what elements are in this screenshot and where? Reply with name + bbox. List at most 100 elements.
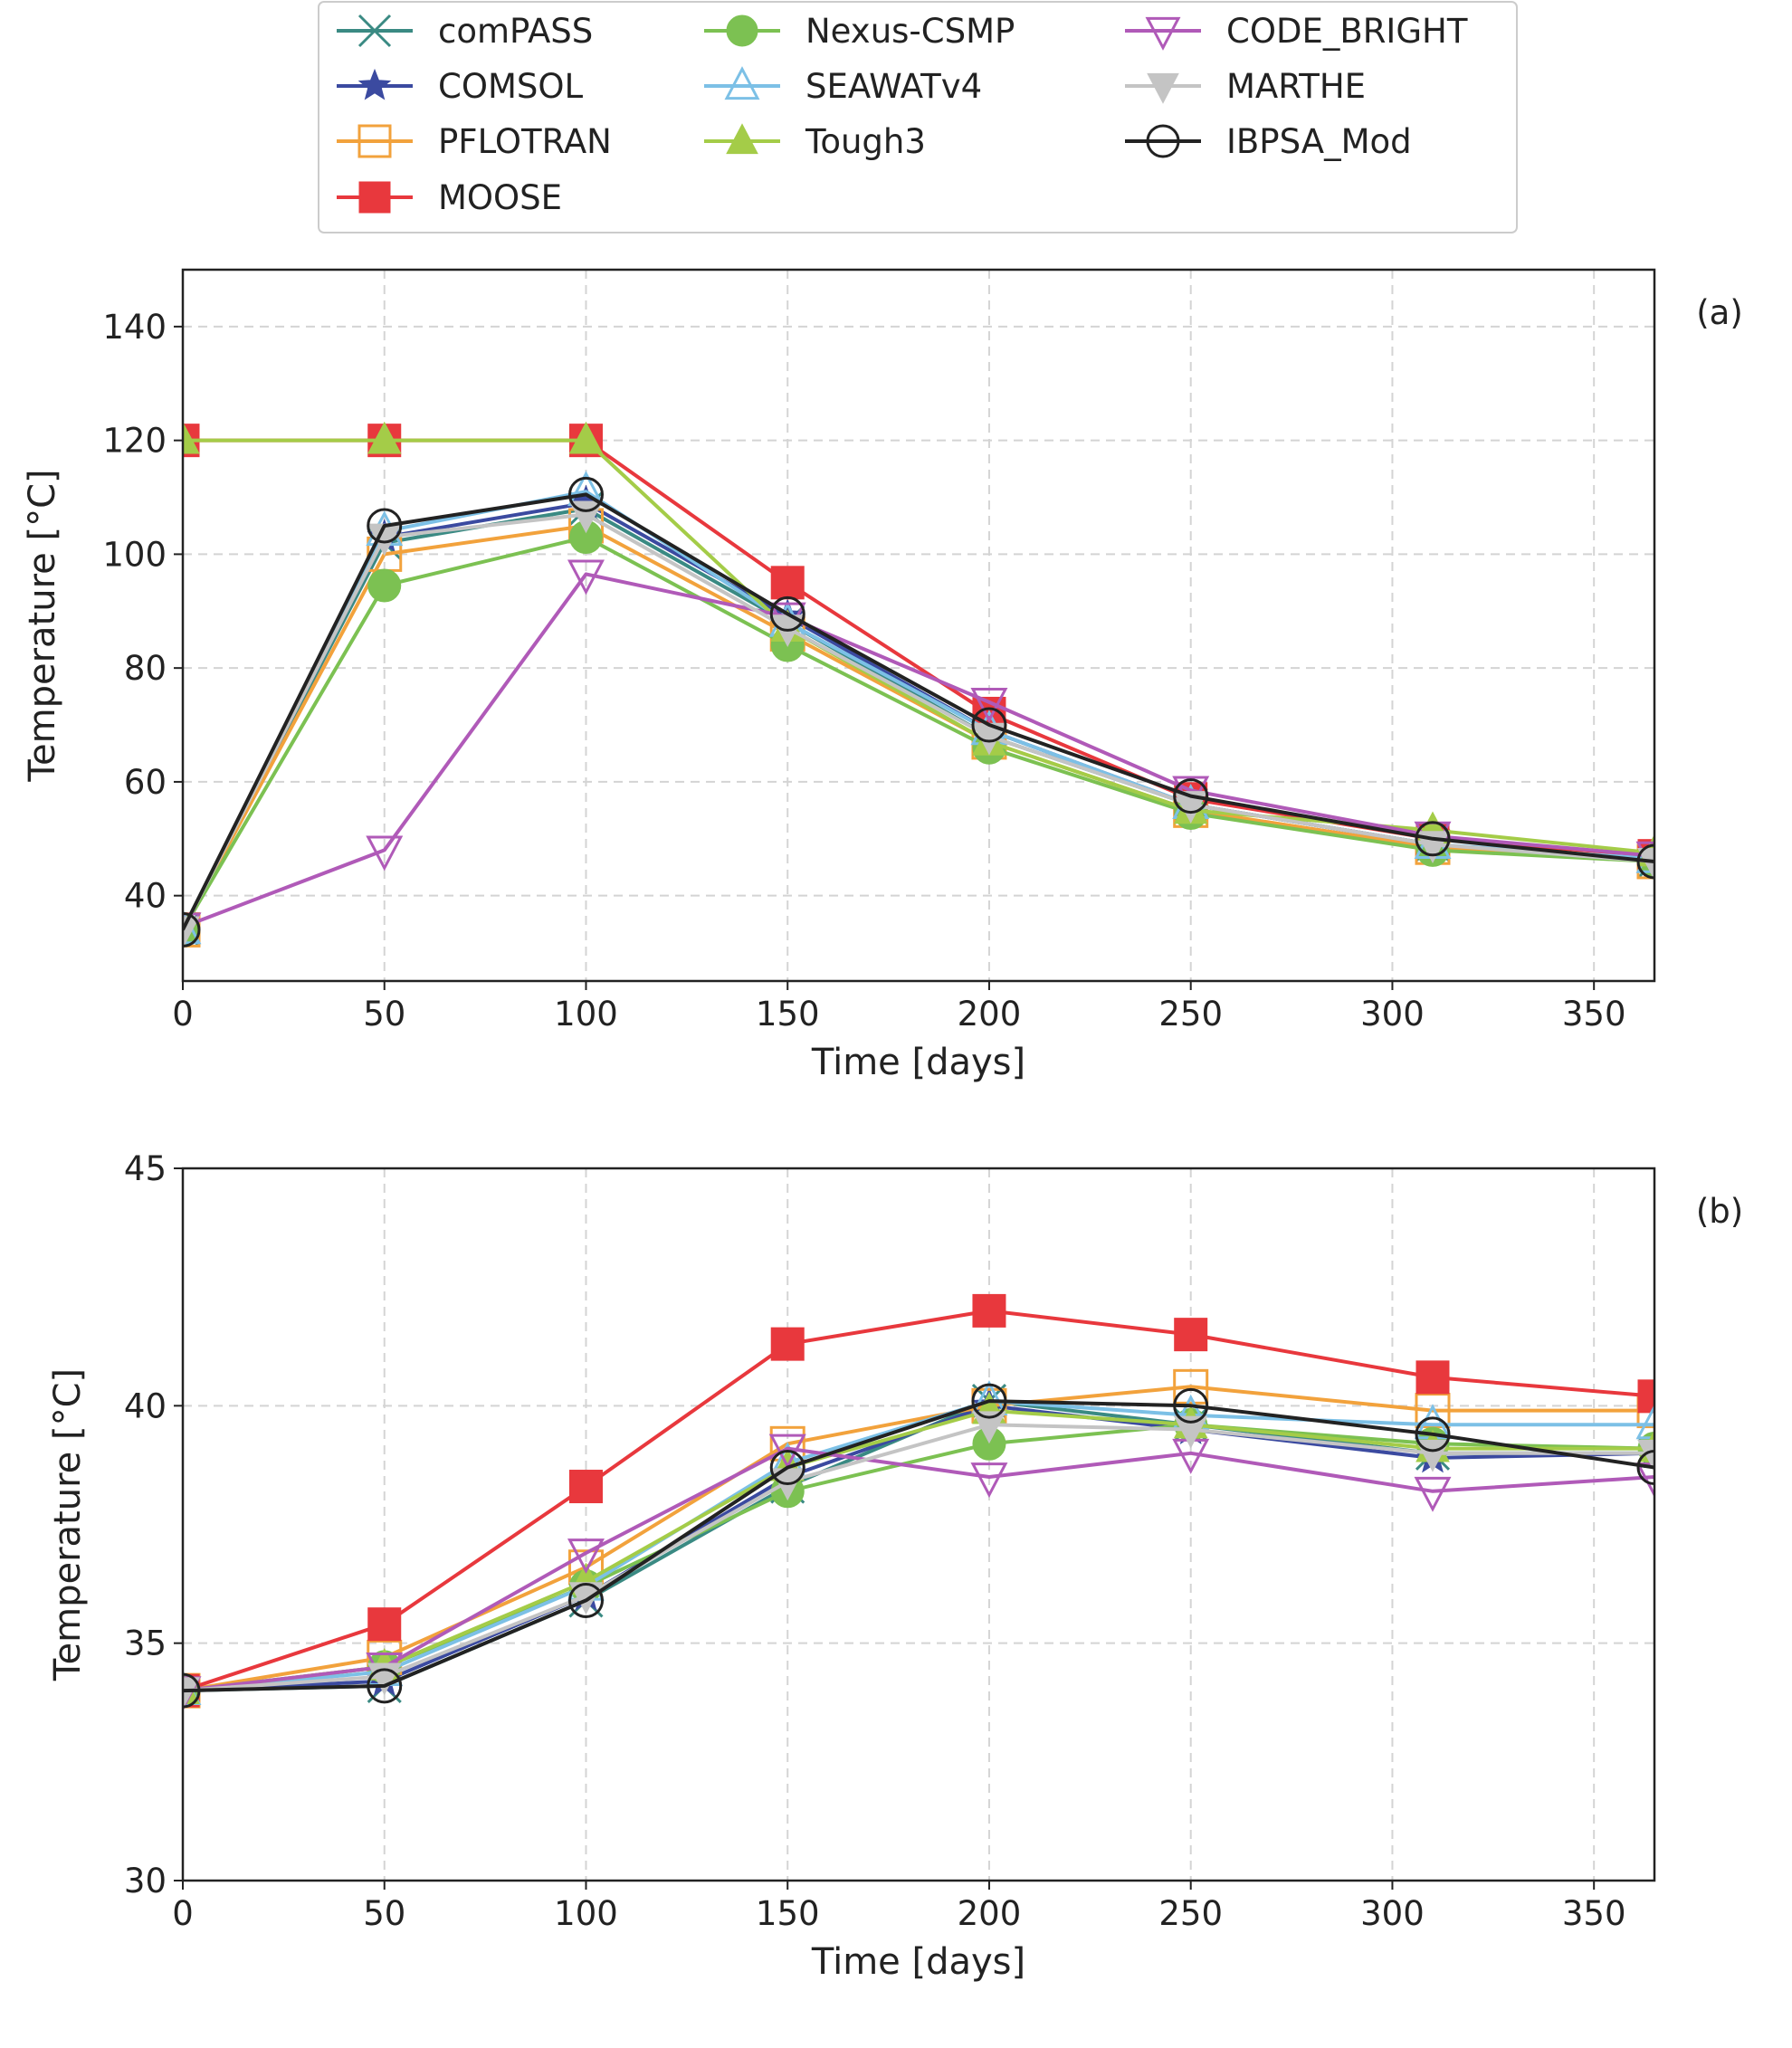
y-tick-label: 120 (102, 422, 167, 461)
legend-item-comsol: COMSOL (337, 67, 583, 106)
series-line-nexus-csmp (183, 535, 1654, 931)
y-tick-label: 60 (124, 763, 167, 802)
data-point-moose (770, 566, 805, 600)
legend-marker-icon (357, 68, 392, 100)
chart-panel-b: 0 50 100 150 200 250 300 350 30 35 40 45 Time [days]… (47, 1149, 1743, 1983)
data-point-marthe (1637, 1439, 1654, 1472)
legend-frame (318, 1, 1518, 233)
x-tick-label: 150 (756, 1894, 820, 1933)
x-tick-label: 100 (554, 1894, 618, 1933)
x-tick-label: 300 (1360, 995, 1425, 1034)
x-tick-label: 350 (1562, 995, 1626, 1034)
legend-marker-icon (1145, 16, 1181, 51)
x-tick-label: 250 (1158, 1894, 1223, 1933)
series-ibpsa-mod (183, 1383, 1654, 1709)
x-tick-label: 0 (172, 995, 194, 1034)
legend-label: comPASS (438, 12, 593, 51)
data-point-marthe (1173, 1415, 1208, 1449)
data-point-marthe (1173, 791, 1208, 824)
x-tick-label: 200 (958, 995, 1022, 1034)
series-group (183, 421, 1654, 949)
data-point-ibpsa-mod (567, 1582, 604, 1618)
data-point-ibpsa-mod (183, 1672, 201, 1709)
x-tick-label: 350 (1562, 1894, 1626, 1933)
data-point-moose (1637, 1379, 1654, 1414)
data-point-code-bright (567, 559, 605, 595)
legend-label: SEAWATv4 (805, 67, 982, 106)
x-tick-label: 250 (1158, 995, 1223, 1034)
legend-item-pflotran: PFLOTRAN (337, 122, 612, 161)
x-tick-label: 50 (363, 1894, 405, 1933)
data-point-pflotran (1173, 1368, 1209, 1405)
data-point-moose (972, 1293, 1006, 1328)
data-point-code-bright (970, 687, 1008, 723)
x-tick-label: 150 (756, 995, 820, 1034)
data-point-marthe (183, 1677, 200, 1710)
legend-item-tough3: Tough3 (704, 122, 926, 161)
x-tick-label: 50 (363, 995, 405, 1034)
x-tick-label: 100 (554, 995, 618, 1034)
legend-item-nexus-csmp: Nexus-CSMP (704, 12, 1015, 51)
legend-marker-icon (358, 181, 391, 214)
plot-frame (181, 1167, 1656, 1882)
series-ibpsa-mod (183, 476, 1654, 948)
legend-item-marthe: MARTHE (1125, 67, 1366, 106)
legend-label: CODE_BRIGHT (1226, 12, 1468, 51)
data-point-code-bright (366, 835, 404, 872)
series-line-code-bright (183, 1446, 1654, 1693)
data-point-marthe (568, 1582, 604, 1615)
legend-item-moose: MOOSE (337, 178, 562, 217)
series-marthe (183, 500, 1654, 949)
y-tick-label: 35 (124, 1624, 167, 1663)
data-point-ibpsa-mod (567, 476, 604, 512)
data-point-nexus-csmp (367, 568, 402, 603)
series-compass (183, 491, 1654, 948)
data-point-ibpsa-mod (183, 911, 201, 948)
y-axis-label: Temperature [°C] (47, 1368, 89, 1681)
data-point-ibpsa-mod (1636, 843, 1654, 880)
y-tick-label: 30 (124, 1862, 167, 1900)
series-line-pflotran (183, 524, 1654, 931)
data-point-ibpsa-mod (1173, 778, 1209, 814)
series-line-code-bright (183, 572, 1654, 929)
legend-marker-icon (357, 124, 392, 158)
legend-item-seawatv4: SEAWATv4 (704, 66, 982, 106)
data-point-moose (367, 1607, 402, 1642)
series-nexus-csmp (183, 520, 1654, 947)
data-point-moose (770, 1327, 805, 1361)
legend-label: Nexus-CSMP (805, 12, 1015, 51)
legend-marker-icon (357, 14, 392, 48)
series-moose (183, 1293, 1654, 1708)
series-line-moose (183, 438, 1654, 858)
data-point-ibpsa-mod (1636, 1450, 1654, 1486)
data-point-tough3 (367, 421, 402, 454)
legend-item-ibpsa-mod: IBPSA_Mod (1125, 122, 1412, 161)
data-point-ibpsa-mod (971, 1383, 1007, 1419)
legend-item-compass: comPASS (337, 12, 593, 51)
plot-frame (181, 268, 1656, 983)
y-tick-label: 45 (124, 1149, 167, 1188)
data-point-moose (568, 1470, 603, 1504)
data-point-ibpsa-mod (367, 508, 403, 544)
data-point-code-bright (1635, 1462, 1654, 1499)
y-tick-label: 140 (102, 308, 167, 347)
legend-marker-icon (726, 14, 758, 47)
data-point-marthe (1637, 848, 1654, 881)
grid (182, 1167, 1654, 1881)
legend-marker-icon (1147, 72, 1179, 104)
series-line-ibpsa-mod (183, 492, 1654, 931)
series-line-moose (183, 1309, 1654, 1692)
data-point-ibpsa-mod (1415, 821, 1451, 857)
series-moose (183, 424, 1654, 873)
legend-label: Tough3 (805, 122, 926, 161)
x-tick-label: 300 (1360, 1894, 1425, 1933)
legend-label: COMSOL (438, 67, 583, 106)
series-seawatv4 (183, 471, 1654, 945)
legend-item-code-bright: CODE_BRIGHT (1125, 12, 1468, 51)
panel-label: (b) (1696, 1192, 1743, 1231)
data-point-ibpsa-mod (971, 707, 1007, 743)
data-point-ibpsa-mod (367, 1668, 403, 1704)
y-tick-label: 40 (124, 1386, 167, 1425)
